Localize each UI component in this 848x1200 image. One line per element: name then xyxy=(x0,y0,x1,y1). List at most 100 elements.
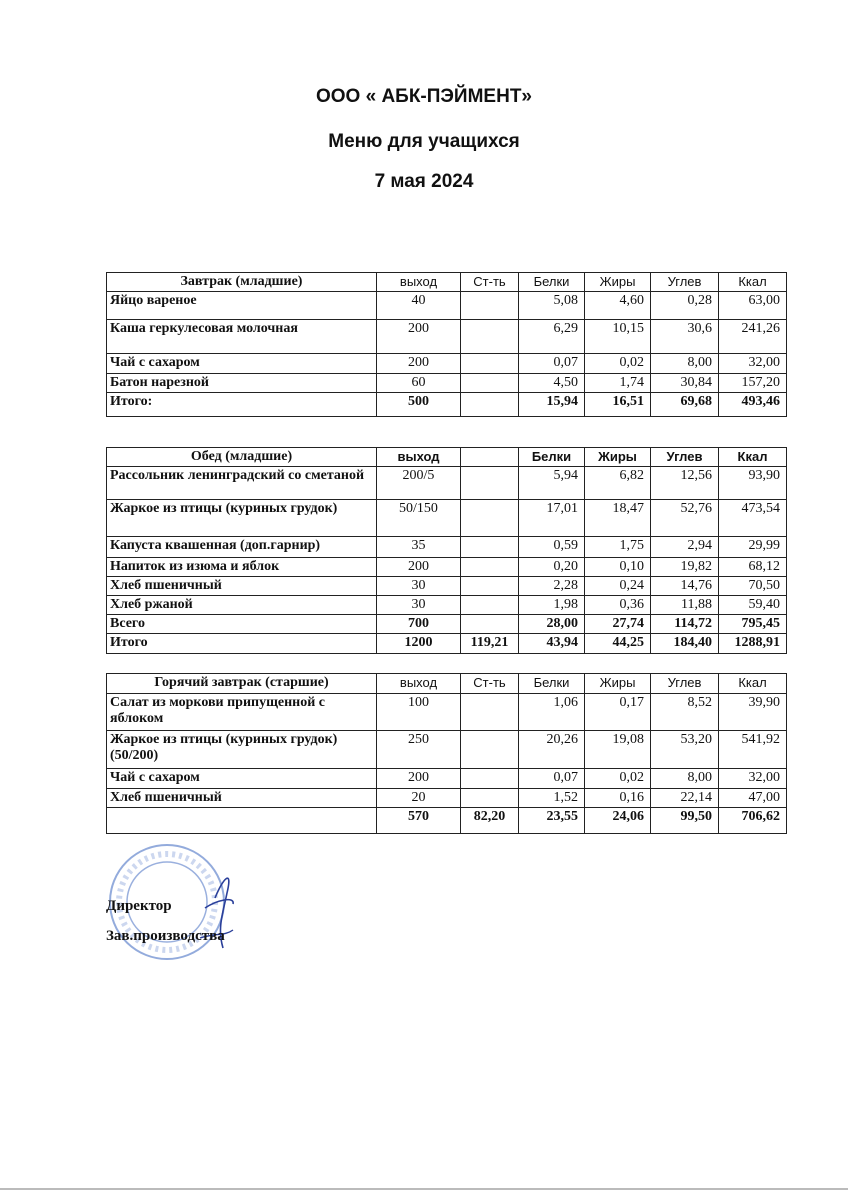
cell-value: 0,02 xyxy=(584,768,651,789)
cell-value: 114,72 xyxy=(650,614,719,634)
cell-value: 8,00 xyxy=(650,768,719,789)
cell-value: 0,36 xyxy=(584,595,651,615)
cell-value: 1,98 xyxy=(518,595,585,615)
cell-value xyxy=(460,319,519,354)
cell-value: 30 xyxy=(376,595,461,615)
cell-value: 12,56 xyxy=(650,466,719,500)
cell-value: 4,60 xyxy=(584,291,651,320)
cell-value: 24,06 xyxy=(584,807,651,834)
cell-value: 184,40 xyxy=(650,633,719,654)
column-header: Жиры xyxy=(584,673,651,694)
dish-name: Итого: xyxy=(106,392,377,417)
column-header: Ст-ть xyxy=(460,673,519,694)
cell-value: 0,16 xyxy=(584,788,651,808)
cell-value: 570 xyxy=(376,807,461,834)
cell-value: 541,92 xyxy=(718,730,787,769)
cell-value xyxy=(460,373,519,393)
column-header: Жиры xyxy=(584,447,651,467)
cell-value: 0,20 xyxy=(518,557,585,577)
menu-date: 7 мая 2024 xyxy=(374,171,474,192)
table-header-row: Горячий завтрак (старшие) выход Ст-ть Белки… xyxy=(106,673,787,694)
cell-value xyxy=(460,730,519,769)
cell-value: 19,82 xyxy=(650,557,719,577)
column-header: Завтрак (младшие) xyxy=(106,272,377,292)
cell-value: 2,28 xyxy=(518,576,585,596)
cell-value: 99,50 xyxy=(650,807,719,834)
table-row: Напиток из изюма и яблок 200 0,20 0,10 19,82… xyxy=(106,557,787,577)
cell-value xyxy=(460,536,519,558)
dish-name: Чай с сахаром xyxy=(106,768,377,789)
cell-value: 1,74 xyxy=(584,373,651,393)
cell-value: 0,28 xyxy=(650,291,719,320)
cell-value: 29,99 xyxy=(718,536,787,558)
cell-value: 100 xyxy=(376,693,461,731)
column-header: Жиры xyxy=(584,272,651,292)
cell-value: 2,94 xyxy=(650,536,719,558)
cell-value: 706,62 xyxy=(718,807,787,834)
cell-value: 16,51 xyxy=(584,392,651,417)
dish-name: Напиток из изюма и яблок xyxy=(106,557,377,577)
column-header: Ккал xyxy=(718,272,787,292)
cell-value xyxy=(460,788,519,808)
cell-value: 157,20 xyxy=(718,373,787,393)
cell-value: 1,52 xyxy=(518,788,585,808)
dish-name: Каша геркулесовая молочная xyxy=(106,319,377,354)
cell-value: 0,24 xyxy=(584,576,651,596)
cell-value xyxy=(460,768,519,789)
cell-value: 60 xyxy=(376,373,461,393)
dish-name: Рассольник ленинградский со сметаной xyxy=(106,466,377,500)
cell-value: 44,25 xyxy=(584,633,651,654)
column-header: Обед (младшие) xyxy=(106,447,377,467)
cell-value: 795,45 xyxy=(718,614,787,634)
cell-value: 15,94 xyxy=(518,392,585,417)
cell-value: 59,40 xyxy=(718,595,787,615)
cell-value: 1288,91 xyxy=(718,633,787,654)
table-header-row: Завтрак (младшие) выход Ст-ть Белки Жиры Угле… xyxy=(106,272,787,292)
cell-value: 28,00 xyxy=(518,614,585,634)
dish-name: Хлеб ржаной xyxy=(106,595,377,615)
cell-value: 200 xyxy=(376,353,461,374)
cell-value: 30,84 xyxy=(650,373,719,393)
dish-name: Жаркое из птицы (куриных грудок) xyxy=(106,499,377,537)
cell-value: 18,47 xyxy=(584,499,651,537)
cell-value: 0,07 xyxy=(518,768,585,789)
cell-value: 53,20 xyxy=(650,730,719,769)
table-row: Итого 1200 119,21 43,94 44,25 184,40 1288,91 xyxy=(106,633,787,654)
cell-value: 241,26 xyxy=(718,319,787,354)
column-header: Ст-ть xyxy=(460,272,519,292)
cell-value: 119,21 xyxy=(460,633,519,654)
column-header: Ккал xyxy=(718,447,787,467)
table-row: Хлеб пшеничный 20 1,52 0,16 22,14 47,00 xyxy=(106,788,787,808)
cell-value: 200 xyxy=(376,557,461,577)
column-header: Белки xyxy=(518,673,585,694)
column-header: Белки xyxy=(518,447,585,467)
cell-value: 47,00 xyxy=(718,788,787,808)
table-row: Хлеб ржаной 30 1,98 0,36 11,88 59,40 xyxy=(106,595,787,615)
cell-value: 6,82 xyxy=(584,466,651,500)
cell-value xyxy=(460,557,519,577)
cell-value: 14,76 xyxy=(650,576,719,596)
table-row: Всего 700 28,00 27,74 114,72 795,45 xyxy=(106,614,787,634)
cell-value: 43,94 xyxy=(518,633,585,654)
cell-value: 50/150 xyxy=(376,499,461,537)
cell-value: 500 xyxy=(376,392,461,417)
column-header: выход xyxy=(376,447,461,467)
cell-value: 0,17 xyxy=(584,693,651,731)
column-header: выход xyxy=(376,272,461,292)
cell-value: 200 xyxy=(376,768,461,789)
dish-name: Капуста квашенная (доп.гарнир) xyxy=(106,536,377,558)
cell-value: 200 xyxy=(376,319,461,354)
dish-name: Хлеб пшеничный xyxy=(106,576,377,596)
table-row: Яйцо вареное 40 5,08 4,60 0,28 63,00 xyxy=(106,291,787,320)
cell-value xyxy=(460,576,519,596)
cell-value: 1,06 xyxy=(518,693,585,731)
cell-value: 30,6 xyxy=(650,319,719,354)
dish-name: Хлеб пшеничный xyxy=(106,788,377,808)
cell-value: 39,90 xyxy=(718,693,787,731)
dish-name: Всего xyxy=(106,614,377,634)
cell-value: 4,50 xyxy=(518,373,585,393)
company-name: ООО « АБК-ПЭЙМЕНТ» xyxy=(316,86,532,107)
dish-name xyxy=(106,807,377,834)
cell-value: 20,26 xyxy=(518,730,585,769)
breakfast-junior-table: Завтрак (младшие) выход Ст-ть Белки Жиры Угле… xyxy=(106,272,787,417)
